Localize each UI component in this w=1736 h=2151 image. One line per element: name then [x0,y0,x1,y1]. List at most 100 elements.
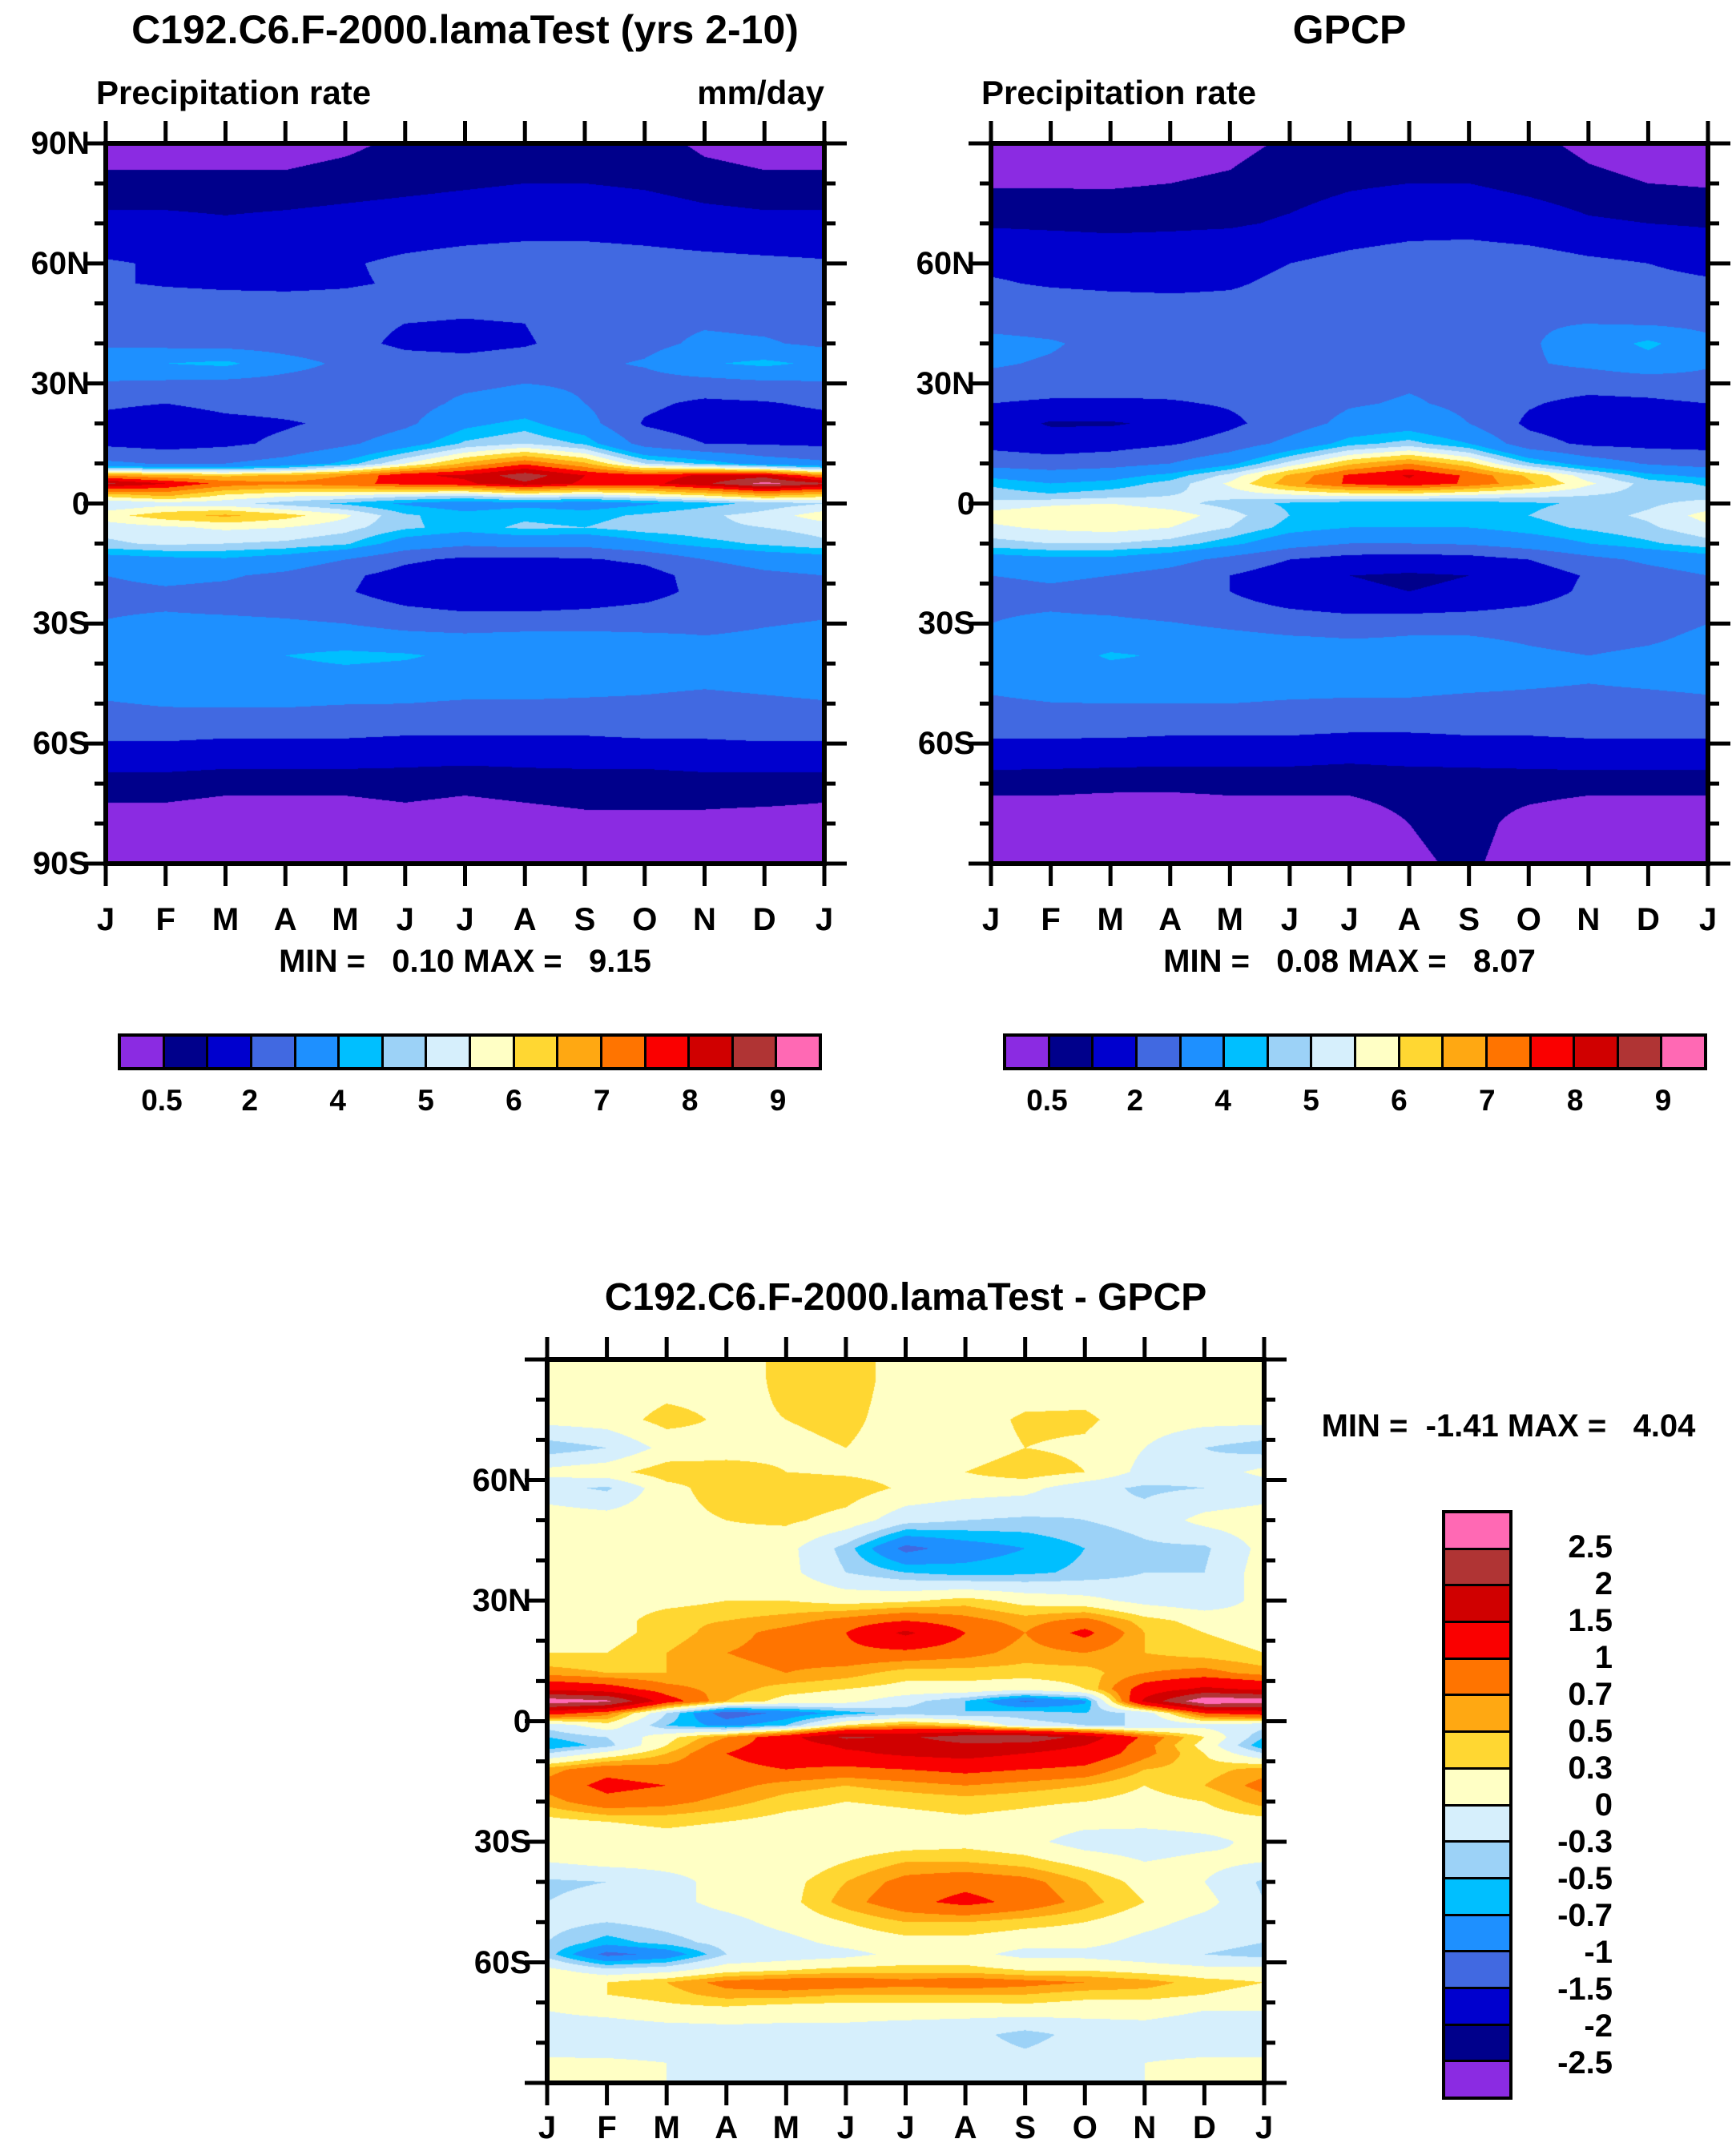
colorbar-cell [1445,1876,1509,1914]
colorbar-cell [1445,1621,1509,1658]
gpcp-month-label: F [1041,902,1061,937]
model-month-label: J [456,902,474,937]
gpcp-month-label: A [1397,902,1421,937]
colorbar-cell [1445,2023,1509,2060]
model-lat-label: 30S [32,606,90,642]
colorbar-cell [1660,1037,1704,1067]
model-colorbar-label: 4 [329,1084,346,1117]
colorbar-cell [1441,1037,1485,1067]
gpcp-axis-frame [969,121,1730,886]
panel-model-title: C192.C6.F-2000.lamaTest (yrs 2-10) [131,7,799,52]
model-lat-label: 90N [30,126,90,161]
colorbar-cell [1354,1037,1398,1067]
diff-month-label: J [538,2110,557,2145]
gpcp-month-label: M [1097,902,1124,937]
colorbar-cell [1310,1037,1354,1067]
diff-colorbar-label: -0.3 [1557,1824,1613,1859]
diff-month-label: J [896,2110,915,2145]
colorbar-cell [1573,1037,1617,1067]
colorbar-cell [731,1037,775,1067]
colorbar-cell [249,1037,294,1067]
gpcp-month-label: O [1516,902,1541,937]
tick-marks [83,121,847,886]
panel-gpcp-subtitle: Precipitation rate [981,74,1257,111]
gpcp-colorbar-label: 2 [1126,1084,1144,1117]
colorbar-cell [1484,1037,1529,1067]
gpcp-lat-label: 30S [917,606,975,642]
colorbar-cell [556,1037,600,1067]
gpcp-colorbar-label: 4 [1214,1084,1231,1117]
colorbar-cell [1445,1584,1509,1621]
model-month-label: M [211,902,240,937]
model-month-label: J [396,902,414,937]
model-contour-canvas [106,143,824,864]
model-colorbar-label: 8 [681,1084,699,1117]
diff-colorbar-label: -2 [1584,2008,1613,2044]
colorbar-cell [1529,1037,1573,1067]
model-month-label: S [574,902,596,937]
colorbar-cell [381,1037,425,1067]
plot-frame [545,1357,1267,2085]
diff-month-label: A [953,2110,977,2145]
diff-colorbar-label: 1 [1594,1640,1613,1675]
diff-colorbar-label: -1.5 [1557,1972,1613,2007]
panel-diff-title: C192.C6.F-2000.lamaTest - GPCP [604,1276,1207,1319]
colorbar-cell [1445,1694,1509,1731]
gpcp-month-label: A [1158,902,1182,937]
colorbar-cell [687,1037,731,1067]
panel-model-minmax: MIN = 0.10 MAX = 9.15 [279,944,651,979]
model-colorbar-label: 9 [769,1084,787,1117]
colorbar-cell [1445,1913,1509,1951]
gpcp-colorbar-label: 9 [1654,1084,1672,1117]
gpcp-lat-label: 60N [916,245,975,281]
diff-colorbar-label: 1.5 [1568,1603,1613,1638]
panel-model-subtitle: Precipitation rate [96,74,372,111]
model-lat-label: 90S [32,846,90,881]
model-axis-frame [83,121,847,886]
diff-month-label: M [772,2110,800,2145]
gpcp-month-label: S [1458,902,1480,937]
gpcp-month-label: J [1340,902,1359,937]
colorbar-cell [1266,1037,1311,1067]
colorbar-cell [469,1037,513,1067]
colorbar-cell [1445,1657,1509,1694]
diff-colorbar-label: 0.5 [1568,1714,1613,1749]
diff-colorbar-label: 0.7 [1568,1677,1613,1712]
gpcp-month-label: J [1698,902,1718,937]
diff-colorbar-label: -1 [1584,1935,1613,1970]
colorbar-cell [512,1037,557,1067]
gpcp-contour-canvas [991,143,1708,864]
diff-month-label: D [1192,2110,1216,2145]
gpcp-month-label: J [1280,902,1299,937]
colorbar-cell [1006,1037,1048,1067]
tick-marks [969,121,1730,886]
gpcp-month-label: J [981,902,1001,937]
model-colorbar-label: 5 [417,1084,434,1117]
colorbar-cell [1445,1547,1509,1585]
colorbar-cell [1134,1037,1179,1067]
diff-colorbar-label: -2.5 [1557,2045,1613,2081]
diff-month-label: M [653,2110,680,2145]
model-month-label: J [96,902,115,937]
panel-gpcp-title: GPCP [1292,7,1407,52]
colorbar-cell [121,1037,163,1067]
gpcp-month-label: M [1216,902,1243,937]
gpcp-colorbar-label: 6 [1391,1084,1408,1117]
colorbar-cell [1445,1840,1509,1877]
model-month-label: M [332,902,359,937]
model-colorbar-label: 2 [241,1084,259,1117]
model-colorbar [118,1033,822,1070]
colorbar-cell [1445,1803,1509,1841]
model-month-label: F [155,902,175,937]
diff-colorbar [1442,1510,1512,2100]
colorbar-cell [337,1037,381,1067]
diff-month-label: J [836,2110,856,2145]
gpcp-colorbar-label: 8 [1566,1084,1584,1117]
diff-month-label: N [1133,2110,1157,2145]
panel-diff-minmax: MIN = -1.41 MAX = 4.04 [1321,1408,1696,1444]
colorbar-cell [1047,1037,1092,1067]
gpcp-lat-label: 60S [917,726,975,762]
colorbar-cell [1222,1037,1267,1067]
colorbar-cell [1616,1037,1661,1067]
diff-lat-label: 30S [473,1824,531,1859]
